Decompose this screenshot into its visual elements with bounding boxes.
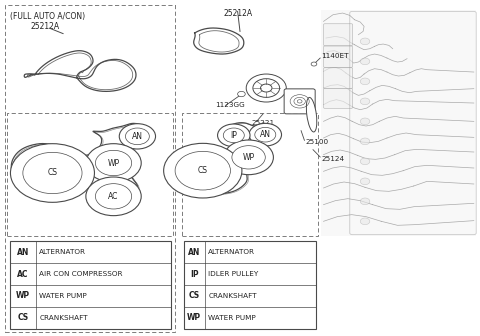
Circle shape [224,140,274,175]
Circle shape [223,128,244,143]
Circle shape [164,143,242,198]
Text: CRANKSHAFT: CRANKSHAFT [208,293,257,299]
Circle shape [360,98,370,105]
Text: IP: IP [230,131,237,140]
FancyBboxPatch shape [284,89,315,114]
Text: 25100: 25100 [306,139,329,145]
Text: WATER PUMP: WATER PUMP [39,293,87,299]
Text: CS: CS [198,166,208,175]
Text: IP: IP [190,269,199,279]
Circle shape [253,79,280,97]
Text: WP: WP [242,153,255,162]
Circle shape [360,158,370,165]
Circle shape [360,138,370,145]
Text: CRANKSHAFT: CRANKSHAFT [39,315,88,321]
FancyBboxPatch shape [324,88,353,108]
Circle shape [360,118,370,125]
Circle shape [175,151,230,190]
Circle shape [238,91,245,97]
Text: 25212A: 25212A [223,9,252,18]
Circle shape [360,78,370,85]
Bar [182,113,318,236]
Text: WP: WP [108,159,120,168]
Circle shape [11,144,95,202]
Text: CS: CS [189,291,200,300]
FancyBboxPatch shape [324,24,353,46]
Text: WATER PUMP: WATER PUMP [208,315,256,321]
Circle shape [86,177,141,216]
Text: 1140ET: 1140ET [321,53,348,59]
Text: ALTERNATOR: ALTERNATOR [39,249,86,255]
Text: 1123GG: 1123GG [215,102,245,108]
Text: AN: AN [132,132,143,141]
Text: 25124: 25124 [321,156,344,162]
Text: IDLER PULLEY: IDLER PULLEY [208,271,259,277]
Text: WP: WP [187,313,202,322]
Text: AC: AC [17,269,29,279]
Text: 25221: 25221 [252,120,275,126]
Circle shape [360,58,370,65]
Circle shape [119,124,156,149]
Circle shape [249,123,281,146]
Text: CS: CS [17,313,28,322]
Text: 25212A: 25212A [30,22,59,31]
Circle shape [311,62,317,66]
Circle shape [125,128,149,145]
Circle shape [96,150,132,176]
Text: AN: AN [188,248,201,257]
Bar [184,241,316,329]
Circle shape [232,146,265,169]
Text: AN: AN [260,130,271,139]
Text: CS: CS [48,168,58,177]
Text: WP: WP [16,291,30,300]
Circle shape [246,74,286,102]
Bar [321,10,476,236]
Circle shape [96,184,132,209]
Bar [10,241,171,329]
FancyBboxPatch shape [324,46,353,67]
Ellipse shape [306,97,317,132]
Text: AN: AN [17,248,29,257]
Circle shape [261,84,272,92]
Circle shape [360,38,370,45]
Text: AIR CON COMPRESSOR: AIR CON COMPRESSOR [39,271,122,277]
Circle shape [217,124,250,147]
Bar [5,5,175,332]
Circle shape [255,127,276,142]
Circle shape [360,198,370,205]
Text: AC: AC [108,192,119,201]
Circle shape [23,152,82,194]
Circle shape [360,218,370,225]
Text: ALTERNATOR: ALTERNATOR [208,249,255,255]
Circle shape [360,178,370,185]
Bar [7,113,173,236]
Text: (FULL AUTO A/CON): (FULL AUTO A/CON) [10,12,85,21]
FancyBboxPatch shape [324,68,353,88]
Circle shape [86,144,141,182]
